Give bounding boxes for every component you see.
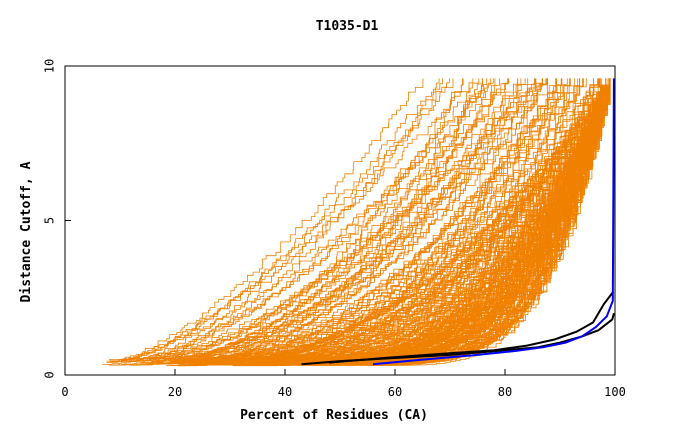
background-model-lines xyxy=(102,78,611,367)
model-curve xyxy=(128,78,454,362)
model-curve xyxy=(188,78,598,365)
model-curve xyxy=(106,78,494,362)
model-curve xyxy=(109,78,424,362)
model-curve xyxy=(137,78,483,359)
y-axis-label: Distance Cutoff, A xyxy=(19,161,34,302)
model-curve xyxy=(108,78,500,366)
y-tick-label: 0 xyxy=(43,371,57,378)
y-tick-label: 10 xyxy=(43,59,57,73)
model-curve xyxy=(250,78,610,363)
model-curve xyxy=(142,78,480,359)
y-tick-label: 5 xyxy=(43,217,57,224)
x-tick-label: 60 xyxy=(388,385,402,399)
highlight-curve-black xyxy=(328,290,615,364)
highlight-model-lines xyxy=(301,78,615,366)
x-tick-label: 40 xyxy=(278,385,292,399)
model-curve xyxy=(193,78,610,364)
model-curve xyxy=(181,78,609,366)
model-curve xyxy=(364,78,610,364)
model-curve xyxy=(109,78,491,362)
model-curve xyxy=(339,78,610,366)
highlight-curve-blue xyxy=(372,78,615,366)
x-tick-label: 100 xyxy=(604,385,626,399)
model-curve xyxy=(268,78,610,360)
chart-title: T1035-D1 xyxy=(316,19,379,34)
model-curve xyxy=(168,78,543,361)
model-curve xyxy=(106,78,474,363)
x-tick-label: 80 xyxy=(498,385,512,399)
model-curve xyxy=(246,78,610,360)
model-curve xyxy=(135,78,464,359)
x-axis-ticks: 0 20 40 60 80 100 xyxy=(61,369,626,399)
model-curve xyxy=(169,78,600,366)
model-curve xyxy=(369,78,610,359)
model-curve xyxy=(203,78,599,366)
model-curve xyxy=(322,78,610,363)
x-axis-label: Percent of Residues (CA) xyxy=(240,408,428,423)
x-tick-label: 0 xyxy=(61,385,68,399)
x-tick-label: 20 xyxy=(168,385,182,399)
model-curve xyxy=(161,78,526,359)
model-curve xyxy=(206,78,603,359)
y-axis-ticks: 0 5 10 xyxy=(43,59,71,379)
model-curve xyxy=(190,78,568,360)
model-curve xyxy=(174,78,547,361)
